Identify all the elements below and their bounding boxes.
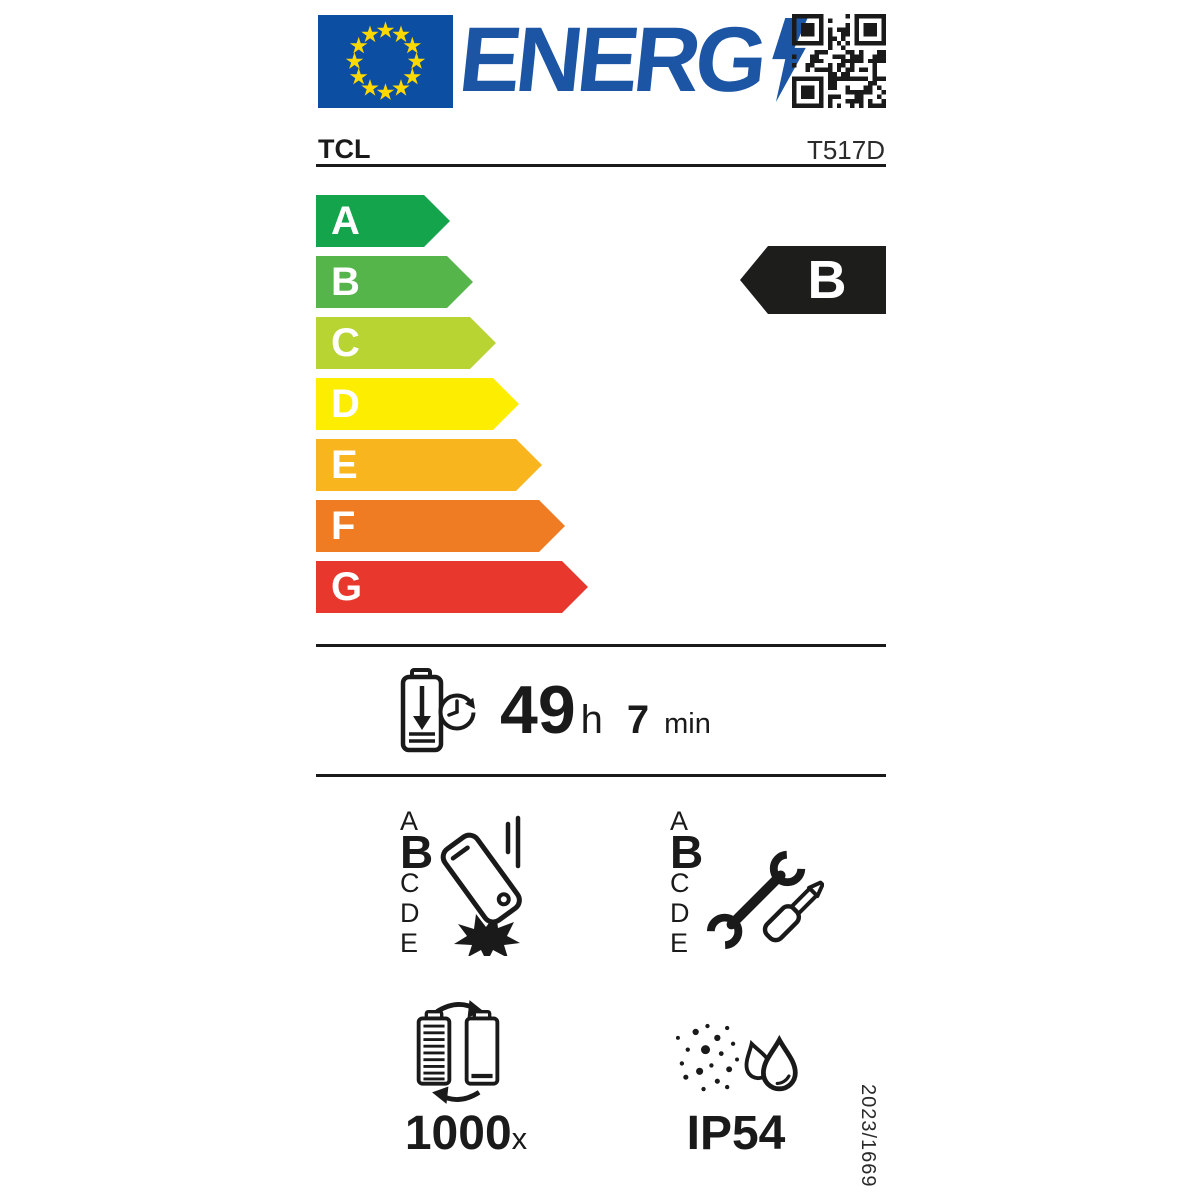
battery-endurance-value: 49 h 7 min [500, 676, 711, 763]
endurance-hours-unit: h [580, 698, 603, 742]
brand-name: TCL [318, 134, 371, 164]
energy-class-bar-g: G [316, 561, 588, 613]
energy-class-bar-b: B [316, 256, 473, 308]
eu-star-ring [345, 21, 426, 100]
falling-phone-icon [440, 815, 522, 956]
endurance-minutes: 7 [626, 698, 650, 742]
eu-star-icon [392, 25, 410, 43]
eu-star-icon [392, 79, 410, 96]
drop-resistance-grade-b: B [400, 826, 434, 878]
energy-class-bar-d: D [316, 378, 519, 430]
drop-resistance-grade-c: C [400, 868, 420, 898]
section-divider [316, 774, 886, 777]
ip-rating-value: IP54 [686, 1107, 786, 1160]
energy-class-letter: A [331, 199, 360, 243]
eu-star-icon [345, 52, 364, 69]
endurance-hours: 49 [500, 672, 576, 748]
battery-cycles-value-group: 1000x [392, 1106, 540, 1161]
eu-star-icon [361, 25, 379, 43]
brand-divider [316, 164, 886, 167]
eu-star-icon [403, 67, 422, 85]
eu-star-icon [361, 79, 379, 96]
eu-star-icon [376, 83, 395, 100]
repairability-grade-d: D [670, 898, 690, 928]
eu-star-icon [376, 21, 395, 38]
battery-cycles-value: 1000 [404, 1107, 512, 1160]
eu-star-icon [349, 67, 368, 85]
energy-class-bar-a: A [316, 195, 450, 247]
qr-code [792, 14, 886, 108]
lightning-bolt-icon [772, 18, 808, 102]
endurance-minutes-unit: min [664, 708, 711, 740]
eu-star-icon [403, 36, 422, 54]
energy-class-bar-c: C [316, 317, 496, 369]
battery-discharge-clock-icon [400, 668, 476, 753]
energy-class-letter: G [331, 565, 363, 609]
regulation-number: 2023/1669 [857, 1084, 879, 1188]
drop-resistance-grade-a: A [400, 806, 419, 836]
drop-resistance-grade-d: D [400, 898, 420, 928]
energy-class-letter: C [331, 321, 360, 365]
eu-star-icon [349, 36, 368, 54]
energy-class-letter: D [331, 382, 360, 426]
energy-class-letter: F [331, 504, 356, 548]
repairability-grade-a: A [670, 806, 689, 836]
energy-class-letter: E [331, 443, 358, 487]
model-number: T517D [806, 135, 885, 165]
drop-resistance-grade-e: E [400, 928, 419, 958]
energ-logo-text: ENERG [454, 9, 768, 111]
energy-class-letter: B [331, 260, 360, 304]
energy-class-bar-f: F [316, 500, 565, 552]
dust-water-icon [675, 1023, 798, 1092]
battery-cycles-unit: x [511, 1121, 528, 1156]
energy-class-bar-e: E [316, 439, 542, 491]
eu-flag-icon [318, 15, 453, 108]
battery-cycle-icon [416, 1000, 500, 1104]
wrench-screwdriver-icon [706, 850, 824, 950]
repairability-grade-b: B [670, 826, 704, 878]
selected-class-letter: B [768, 246, 886, 314]
section-divider [316, 644, 886, 647]
repairability-grade-e: E [670, 928, 689, 958]
repairability-grade-c: C [670, 868, 690, 898]
selected-class-arrow: B [740, 246, 886, 314]
eu-star-icon [407, 52, 426, 69]
energ-logo: ENERG [455, 9, 808, 111]
